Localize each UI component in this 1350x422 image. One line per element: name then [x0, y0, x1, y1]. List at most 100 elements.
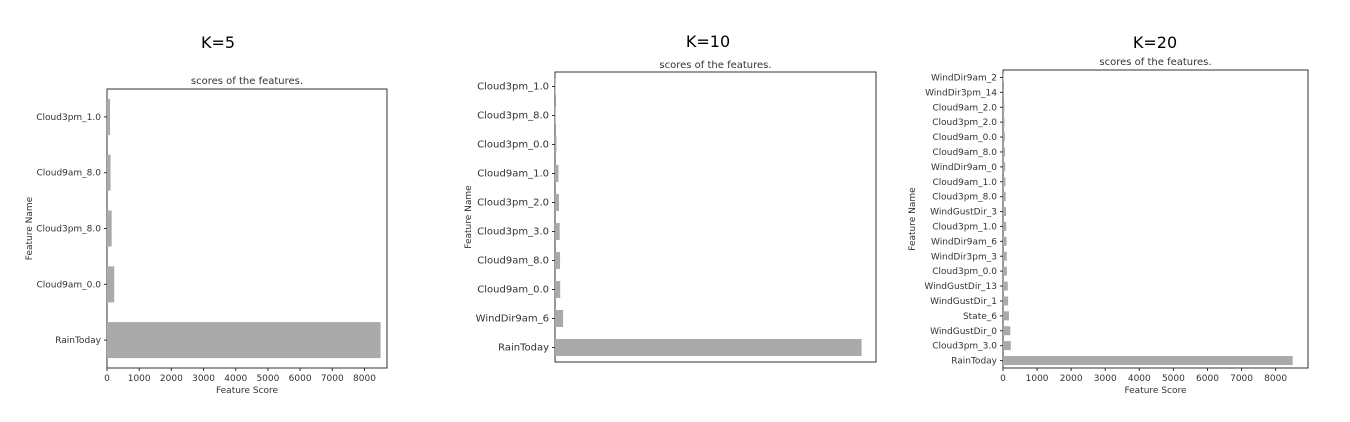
chart-3-category-label: Cloud3pm_8.0	[932, 193, 997, 203]
chart-3-frame	[1002, 69, 1309, 369]
chart-3-heading: K=20	[1133, 33, 1177, 52]
chart-2-category-label: Cloud3pm_0.0	[477, 140, 549, 151]
chart-3-xtick-label: 7000	[1230, 374, 1253, 384]
chart-3-xtick-label: 0	[1000, 374, 1006, 384]
chart-2-bar	[555, 136, 557, 153]
chart-3-xtick-label: 1000	[1026, 374, 1049, 384]
chart-3-xtick-label: 2000	[1060, 374, 1083, 384]
chart-1-bar	[107, 266, 115, 303]
chart-2-heading: K=10	[686, 32, 730, 51]
chart-3-category-label: WindDir9am_0	[931, 163, 997, 173]
chart-3-category-label: Cloud3pm_2.0	[932, 118, 997, 128]
chart-3-category-label: Cloud3pm_0.0	[932, 267, 997, 277]
chart-1-xtick-label: 6000	[289, 374, 312, 384]
chart-1-ylabel: Feature Name	[25, 196, 35, 260]
chart-1-xtick-label: 1000	[128, 374, 151, 384]
chart-2-category-label: Cloud3pm_1.0	[477, 82, 549, 93]
chart-3-bar	[1003, 236, 1007, 246]
chart-2-category-label: Cloud3pm_2.0	[477, 198, 549, 209]
chart-2-bar	[555, 107, 556, 124]
chart-3-bar	[1003, 102, 1005, 112]
chart-3-xtick-label: 8000	[1264, 374, 1287, 384]
chart-3-category-label: WindDir3pm_3	[931, 252, 997, 262]
chart-3-xtick-label: 5000	[1162, 374, 1185, 384]
chart-3-xtick-label: 4000	[1128, 374, 1151, 384]
chart-2-title: scores of the features.	[659, 60, 771, 71]
chart-3-bar	[1003, 162, 1006, 172]
chart-2-category-label: Cloud9am_1.0	[477, 169, 549, 180]
chart-1-category-label: Cloud3pm_1.0	[36, 113, 101, 123]
chart-3-category-label: WindGustDir_0	[930, 327, 997, 337]
chart-1-bar	[107, 154, 111, 191]
chart-3-bar	[1003, 177, 1006, 187]
chart-1-xtick-label: 2000	[160, 374, 183, 384]
chart-2-bar	[555, 223, 560, 240]
chart-3-category-label: Cloud9am_0.0	[932, 133, 997, 143]
chart-3-xtick-label: 6000	[1196, 374, 1219, 384]
chart-1-bar	[107, 210, 112, 247]
chart-3-bar	[1003, 356, 1293, 366]
chart-2-ylabel: Feature Name	[464, 185, 474, 249]
chart-3-bar	[1003, 221, 1007, 231]
chart-3-ylabel: Feature Name	[908, 187, 918, 251]
chart-3-xlabel: Feature Score	[1124, 386, 1187, 396]
chart-3-bar	[1003, 87, 1005, 97]
chart-3-category-label: WindDir9am_6	[931, 237, 997, 247]
chart-1-bar	[107, 98, 111, 135]
chart-3-bar	[1003, 132, 1005, 142]
chart-1-category-label: RainToday	[55, 336, 101, 346]
chart-2-bar	[555, 252, 561, 269]
chart-3-bar	[1003, 207, 1007, 217]
chart-2-bar	[555, 194, 559, 211]
chart-3-category-label: WindGustDir_3	[930, 208, 997, 218]
chart-3-category-label: Cloud3pm_1.0	[932, 222, 997, 232]
chart-3-title: scores of the features.	[1099, 57, 1211, 68]
chart-1-category-label: Cloud3pm_8.0	[36, 225, 101, 235]
chart-1-category-label: Cloud9am_0.0	[36, 280, 101, 290]
chart-3-bar	[1003, 251, 1007, 261]
chart-3-bar	[1003, 72, 1004, 82]
chart-3-category-label: RainToday	[951, 357, 997, 367]
chart-3-category-label: Cloud9am_8.0	[932, 148, 997, 158]
chart-1-xtick-label: 5000	[256, 374, 279, 384]
chart-2-category-label: Cloud9am_0.0	[477, 285, 549, 296]
chart-1-category-label: Cloud9am_8.0	[36, 169, 101, 179]
chart-3-bar	[1003, 192, 1006, 202]
chart-1-xlabel: Feature Score	[216, 386, 279, 396]
chart-2-category-label: RainToday	[498, 343, 549, 354]
chart-3-bar	[1003, 147, 1006, 157]
chart-2-frame	[554, 71, 877, 363]
chart-1-heading: K=5	[201, 33, 235, 52]
chart-3-xtick-label: 3000	[1094, 374, 1117, 384]
chart-2-bar	[555, 165, 559, 182]
chart-1-xtick-label: 3000	[192, 374, 215, 384]
chart-3-bar	[1003, 326, 1011, 336]
chart-3-category-label: Cloud9am_1.0	[932, 178, 997, 188]
chart-3-category-label: WindGustDir_13	[924, 282, 997, 292]
chart-3-bar	[1003, 341, 1011, 351]
chart-1-xtick-label: 8000	[353, 374, 376, 384]
chart-3-category-label: Cloud9am_2.0	[932, 103, 997, 113]
chart-3-bar	[1003, 281, 1008, 291]
chart-3-bar	[1003, 296, 1009, 306]
chart-1-bar	[107, 322, 381, 359]
chart-3-category-label: WindDir9am_2	[931, 73, 997, 83]
chart-2-bar	[555, 310, 564, 327]
chart-2-category-label: Cloud3pm_8.0	[477, 111, 549, 122]
chart-2-category-label: Cloud3pm_3.0	[477, 227, 549, 238]
chart-1-xtick-label: 4000	[224, 374, 247, 384]
chart-3-bar	[1003, 311, 1009, 321]
chart-2-category-label: Cloud9am_8.0	[477, 256, 549, 267]
chart-1-title: scores of the features.	[191, 76, 303, 87]
chart-3-category-label: WindDir3pm_14	[925, 88, 997, 98]
chart-1-xtick-label: 0	[104, 374, 110, 384]
chart-2-bar	[555, 281, 561, 298]
chart-3-category-label: WindGustDir_1	[930, 297, 997, 307]
chart-3-category-label: State_6	[963, 312, 997, 322]
chart-2-category-label: WindDir9am_6	[476, 314, 549, 325]
chart-3-bar	[1003, 266, 1007, 276]
chart-3-category-label: Cloud3pm_3.0	[932, 342, 997, 352]
chart-3-bar	[1003, 117, 1005, 127]
chart-1-xtick-label: 7000	[321, 374, 344, 384]
